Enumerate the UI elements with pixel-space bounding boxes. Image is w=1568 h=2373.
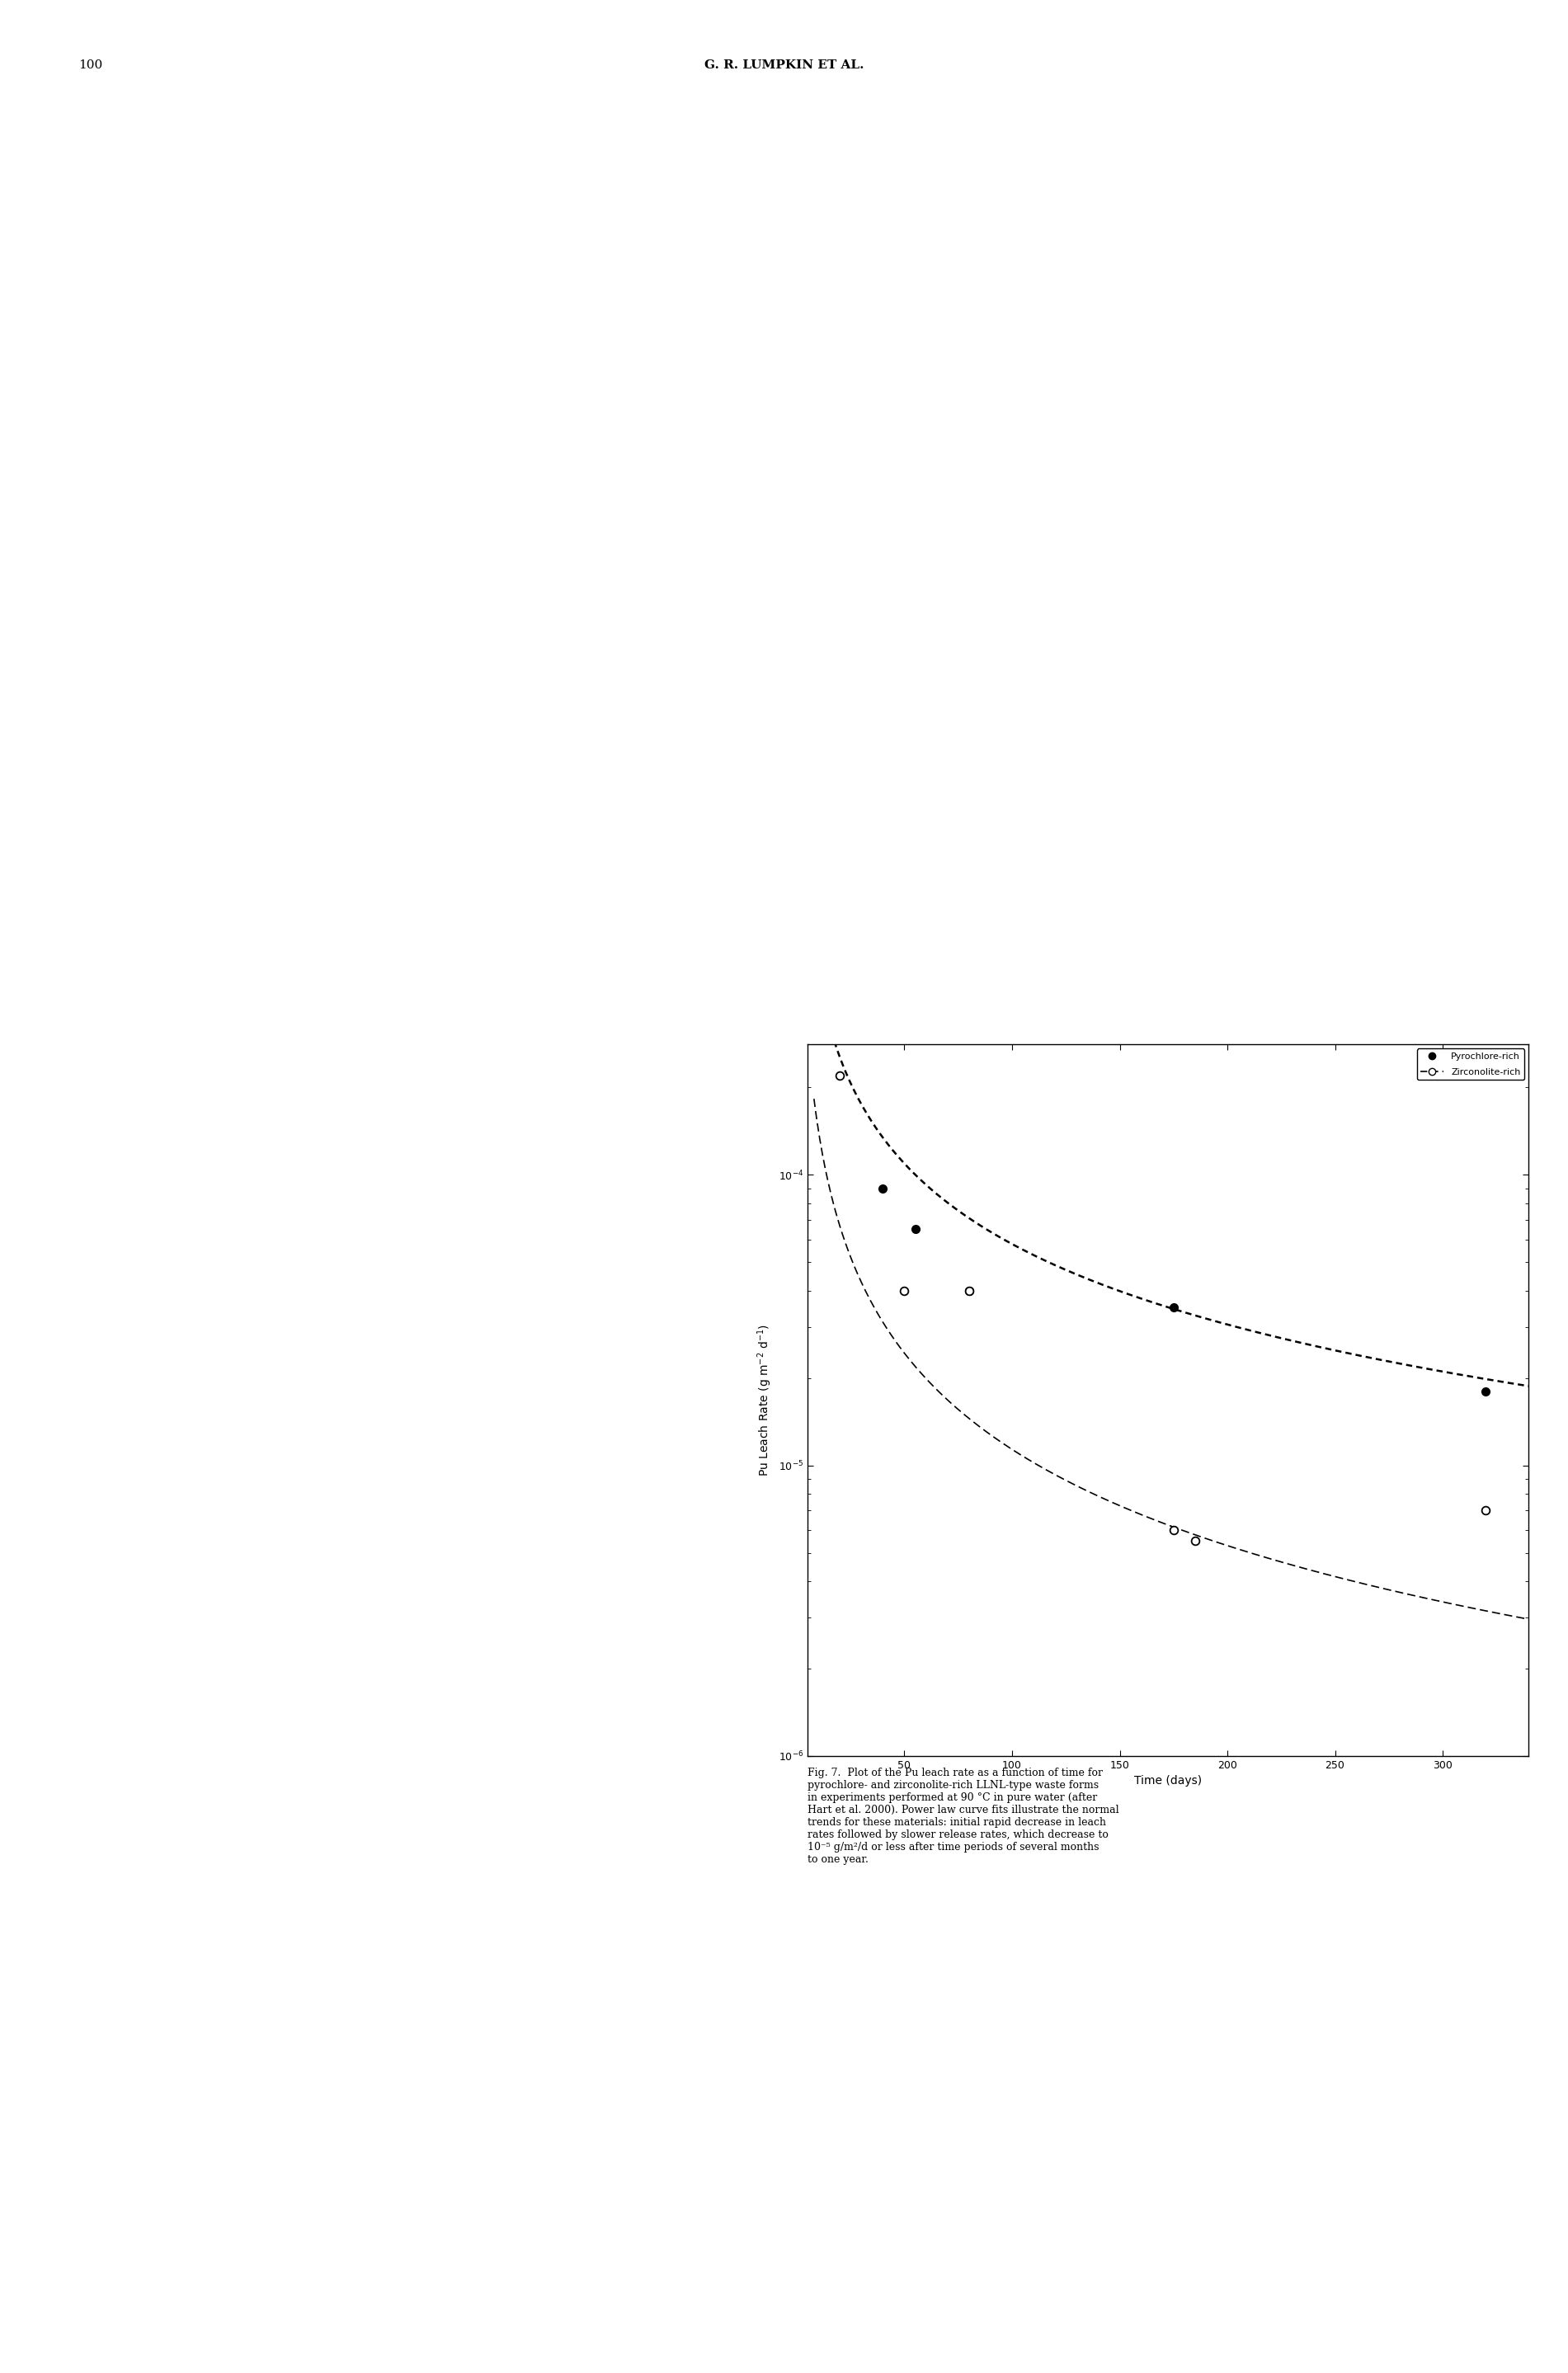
Y-axis label: Pu Leach Rate (g m$^{-2}$ d$^{-1}$): Pu Leach Rate (g m$^{-2}$ d$^{-1}$) <box>756 1324 775 1476</box>
Legend: Pyrochlore-rich, Zirconolite-rich: Pyrochlore-rich, Zirconolite-rich <box>1417 1049 1524 1080</box>
Text: Fig. 7.  Plot of the Pu leach rate as a function of time for
pyrochlore- and zir: Fig. 7. Plot of the Pu leach rate as a f… <box>808 1768 1120 1865</box>
Text: 100: 100 <box>78 59 102 71</box>
Text: G. R. LUMPKIN ET AL.: G. R. LUMPKIN ET AL. <box>704 59 864 71</box>
X-axis label: Time (days): Time (days) <box>1134 1775 1203 1787</box>
